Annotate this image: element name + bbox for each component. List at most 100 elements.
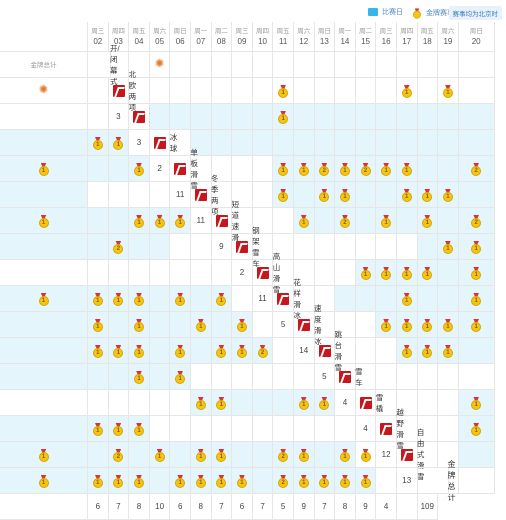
day-cell	[376, 468, 397, 494]
day-cell: 2	[108, 234, 130, 260]
sport-name: 雪橇	[375, 392, 384, 413]
gold-medal-icon: 1	[92, 318, 103, 332]
day-cell	[149, 182, 171, 208]
gold-medal-icon: 1	[471, 318, 482, 332]
gold-medal-icon	[413, 8, 421, 19]
day-cell	[170, 52, 191, 78]
day-cell	[129, 442, 150, 468]
day-cell	[273, 52, 294, 78]
day-cell: 1	[108, 130, 130, 156]
day-cell	[314, 286, 336, 312]
alpine-skiing-icon	[256, 266, 269, 279]
day-cell: 1	[170, 338, 191, 364]
day-cell: 1	[438, 78, 459, 104]
day-cell: 1	[355, 468, 377, 494]
gold-medal-icon: 1	[216, 396, 227, 410]
day-header: 周六 05	[149, 22, 171, 52]
day-cell	[170, 130, 191, 156]
sport-name-cell: 速度滑冰	[293, 304, 321, 346]
legend-competition-day: 比赛日	[368, 7, 403, 17]
day-cell	[438, 104, 459, 130]
day-cell	[355, 286, 377, 312]
day-cell	[170, 442, 191, 468]
day-header: 周五 18	[417, 22, 439, 52]
day-cell	[417, 416, 439, 442]
day-cell	[252, 364, 274, 390]
day-sum	[396, 494, 418, 520]
day-cell	[149, 234, 171, 260]
gold-medal-icon: 1	[113, 292, 124, 306]
day-cell	[129, 78, 150, 104]
day-cell	[293, 260, 315, 286]
day-cell	[396, 52, 418, 78]
day-date: 18	[422, 36, 432, 46]
day-sum: 4	[376, 494, 397, 520]
day-cell	[273, 130, 294, 156]
day-cell	[252, 130, 274, 156]
gold-medal-icon: 1	[92, 474, 103, 488]
medal-schedule-table: 周三 02 周四 03 周五 04 周六 05 周日 06 周一 07 周二 08 周三 09 周四 10 周五 11…	[0, 22, 495, 520]
day-cell	[88, 104, 109, 130]
day-cell	[0, 364, 88, 390]
day-header: 周六 19	[438, 22, 459, 52]
gold-medal-icon: 2	[319, 162, 330, 176]
day-cell	[149, 416, 171, 442]
day-weekday: 周日	[469, 27, 483, 35]
day-cell	[232, 130, 253, 156]
day-cell: ✺	[149, 52, 171, 78]
day-cell	[314, 234, 336, 260]
day-header: 周日 06	[170, 22, 191, 52]
day-header: 周三 09	[232, 22, 253, 52]
gold-medal-icon: 1	[401, 292, 412, 306]
day-cell: 1	[396, 78, 418, 104]
day-cell	[232, 104, 253, 130]
day-cell	[190, 260, 212, 286]
day-cell: 1	[355, 442, 377, 468]
snowboard-icon	[174, 162, 187, 175]
day-cell	[376, 182, 397, 208]
day-cell	[170, 260, 191, 286]
gold-medal-icon: 1	[442, 318, 453, 332]
day-cell	[88, 182, 109, 208]
gold-medal-icon: 1	[195, 318, 206, 332]
day-cell: 1	[170, 208, 191, 234]
bobsleigh-icon	[339, 370, 352, 383]
day-cell: 1	[108, 416, 130, 442]
day-cell	[458, 130, 495, 156]
day-cell	[438, 130, 459, 156]
gold-medal-icon: 1	[442, 344, 453, 358]
day-cell: 1	[129, 416, 150, 442]
day-weekday: 周一	[194, 27, 208, 35]
day-cell	[252, 182, 274, 208]
gold-medal-icon: 1	[113, 422, 124, 436]
day-cell: 1	[129, 286, 150, 312]
day-cell: 1	[314, 182, 336, 208]
gold-medal-icon: 1	[471, 240, 482, 254]
day-cell	[355, 364, 377, 390]
day-cell: 1	[314, 468, 336, 494]
sport-name-cell: 单板滑雪	[170, 148, 198, 190]
sport-name: 花样滑冰	[293, 277, 301, 320]
day-cell	[293, 52, 315, 78]
gold-medal-icon: 1	[92, 344, 103, 358]
day-cell	[190, 78, 212, 104]
day-cell: 1	[88, 416, 109, 442]
day-sum	[0, 494, 88, 520]
day-cell	[376, 104, 397, 130]
day-cell	[396, 208, 418, 234]
gold-medal-icon: 2	[278, 474, 289, 488]
day-sum: 9	[293, 494, 315, 520]
sport-name-cell: 钢架雪车	[232, 226, 260, 268]
day-cell: 1	[438, 234, 459, 260]
gold-medal-icon: 1	[401, 318, 412, 332]
day-sum	[458, 468, 495, 494]
day-cell: 1	[129, 468, 150, 494]
day-cell: 1	[88, 130, 109, 156]
day-cell	[211, 312, 233, 338]
day-cell: 1	[0, 156, 88, 182]
day-cell	[355, 182, 377, 208]
day-date: 14	[340, 36, 350, 46]
day-sum: 6	[170, 494, 191, 520]
day-cell	[314, 104, 336, 130]
day-cell	[252, 156, 274, 182]
